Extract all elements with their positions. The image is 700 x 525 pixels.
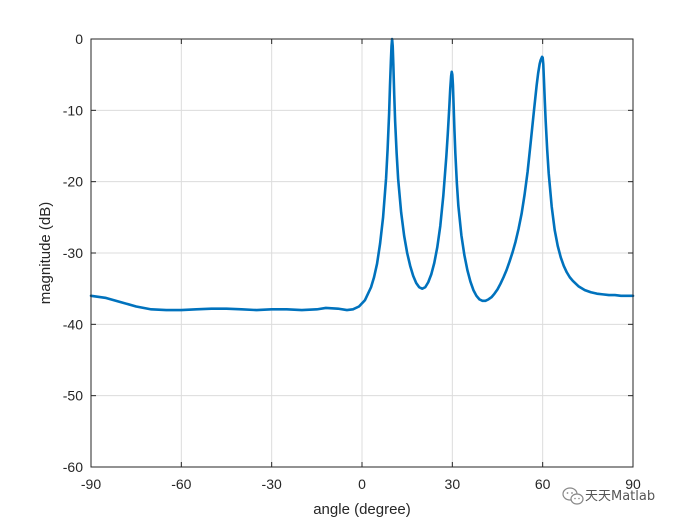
watermark: 天天Matlab: [562, 487, 655, 505]
x-tick-label: -90: [81, 476, 101, 492]
x-tick-label: 0: [358, 476, 366, 492]
x-tick-label: -30: [262, 476, 282, 492]
series: [89, 37, 635, 312]
plot-frame: [90, 38, 634, 468]
x-tick-label: 60: [535, 476, 551, 492]
y-tick-label: -40: [63, 316, 83, 332]
y-axis-label: magnitude (dB): [37, 202, 54, 305]
y-tick-label: 0: [75, 31, 83, 47]
wechat-icon: [562, 487, 584, 505]
x-tick-label: 90: [625, 476, 641, 492]
x-tick-labels: -90 -60 -30 0 30 60 90: [81, 476, 641, 492]
x-tick-label: 30: [445, 476, 461, 492]
y-tick-labels: 0 -10 -20 -30 -40 -50 -60: [63, 31, 83, 475]
y-tick-label: -30: [63, 245, 83, 261]
y-tick-label: -50: [63, 388, 83, 404]
x-axis-label: angle (degree): [313, 501, 411, 518]
watermark-text: 天天Matlab: [585, 489, 655, 504]
y-tick-label: -10: [63, 102, 83, 118]
series-line: [89, 37, 635, 312]
x-tick-label: -60: [171, 476, 191, 492]
y-tick-label: -60: [63, 459, 83, 475]
y-tick-label: -20: [63, 174, 83, 190]
